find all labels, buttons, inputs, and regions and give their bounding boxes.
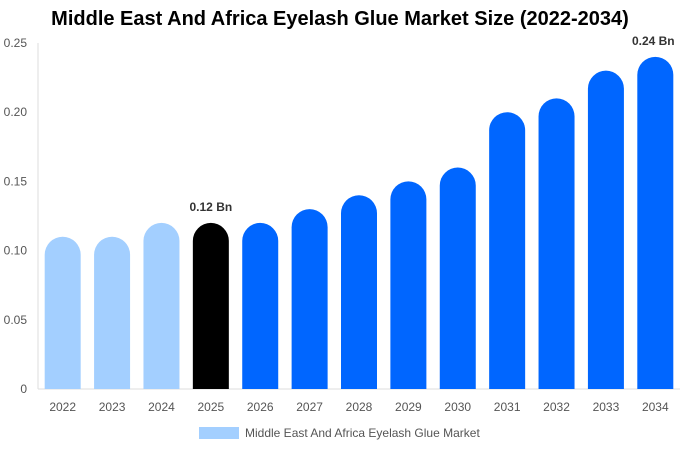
bar-2034 <box>637 56 674 390</box>
x-tick-label: 2027 <box>296 400 323 414</box>
bar-2025 <box>192 222 229 389</box>
x-tick-label: 2026 <box>247 400 274 414</box>
y-tick-label: 0.15 <box>4 174 28 188</box>
bar-2027 <box>291 209 328 389</box>
x-tick-label: 2025 <box>197 400 224 414</box>
x-tick-label: 2023 <box>99 400 126 414</box>
x-tick-label: 2024 <box>148 400 175 414</box>
bar-2033 <box>587 70 624 390</box>
bar-2024 <box>143 222 180 389</box>
bar-2022 <box>44 236 81 389</box>
x-tick-label: 2028 <box>346 400 373 414</box>
bar-2023 <box>94 236 131 389</box>
bar-2028 <box>341 195 377 389</box>
bar-2026 <box>242 222 279 389</box>
legend-label: Middle East And Africa Eyelash Glue Mark… <box>245 426 480 440</box>
legend-swatch <box>199 427 239 439</box>
y-tick-label: 0.10 <box>4 244 28 258</box>
y-tick-label: 0.20 <box>4 105 28 119</box>
x-tick-label: 2031 <box>494 400 521 414</box>
x-tick-label: 2033 <box>593 400 620 414</box>
bar-2031 <box>489 112 526 389</box>
chart-title: Middle East And Africa Eyelash Glue Mark… <box>51 8 629 30</box>
y-tick-label: 0.25 <box>4 36 28 50</box>
data-label: 0.12 Bn <box>190 200 233 214</box>
x-tick-label: 2022 <box>49 400 76 414</box>
data-label: 0.24 Bn <box>632 34 675 48</box>
x-tick-label: 2030 <box>444 400 471 414</box>
y-tick-label: 0 <box>20 382 27 396</box>
legend: Middle East And Africa Eyelash Glue Mark… <box>199 426 480 440</box>
x-tick-label: 2034 <box>642 400 669 414</box>
bar-2032 <box>538 98 575 390</box>
y-tick-label: 0.05 <box>4 313 28 327</box>
x-tick-label: 2032 <box>543 400 570 414</box>
x-tick-label: 2029 <box>395 400 422 414</box>
bar-2029 <box>390 181 427 389</box>
bar-2030 <box>439 167 476 389</box>
